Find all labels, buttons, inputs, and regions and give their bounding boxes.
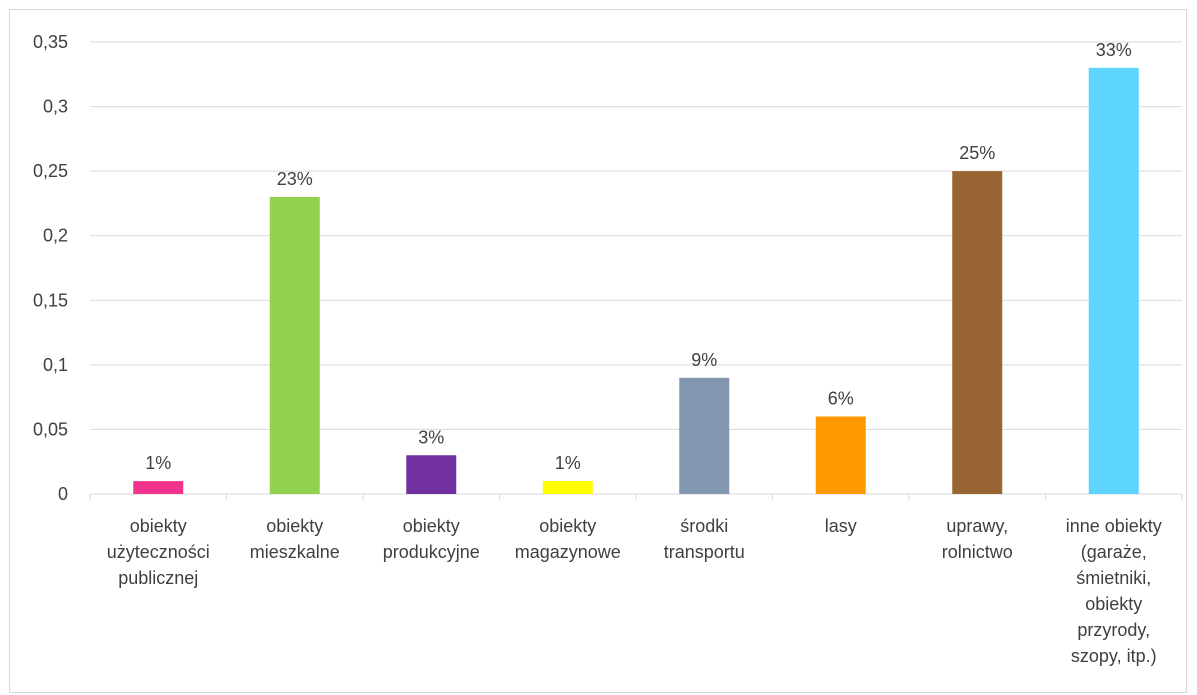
y-tick-label: 0,25 — [33, 161, 68, 181]
data-labels: 1% 23% 3% 1% 9% 6% 25% 33% — [145, 40, 1132, 473]
axes — [89, 493, 1183, 500]
category-label: obiekty magazynowe — [515, 516, 621, 562]
bar — [542, 481, 593, 494]
y-tick-label: 0,1 — [43, 355, 68, 375]
category-label: inne obiekty (garaże, śmietniki, obiekty prz… — [1066, 516, 1162, 666]
data-label: 1% — [145, 453, 171, 473]
category-label: uprawy, rolnictwo — [942, 516, 1013, 562]
category-label: obiekty produkcyjne — [383, 516, 480, 562]
bar — [269, 196, 320, 494]
category-labels: obiekty użyteczności publicznej obiekty mies… — [107, 516, 1162, 666]
bar — [952, 171, 1003, 494]
bar — [815, 416, 866, 494]
bar — [1088, 67, 1139, 494]
category-label: środki transportu — [664, 516, 745, 562]
y-tick-label: 0 — [58, 484, 68, 504]
data-label: 33% — [1096, 40, 1132, 60]
y-tick-label: 0,15 — [33, 290, 68, 310]
data-label: 1% — [555, 453, 581, 473]
y-tick-labels: 0 0,05 0,1 0,15 0,2 0,25 0,3 0,35 — [33, 32, 68, 504]
data-label: 25% — [959, 143, 995, 163]
bar — [133, 481, 184, 494]
data-label: 3% — [418, 427, 444, 447]
gridlines — [90, 41, 1182, 430]
category-label: obiekty mieszkalne — [250, 516, 340, 562]
data-label: 9% — [691, 350, 717, 370]
y-tick-label: 0,2 — [43, 226, 68, 246]
y-tick-label: 0,05 — [33, 419, 68, 439]
y-tick-label: 0,3 — [43, 97, 68, 117]
bar — [406, 455, 457, 494]
data-label: 23% — [277, 169, 313, 189]
category-label: obiekty użyteczności publicznej — [107, 516, 210, 588]
y-tick-label: 0,35 — [33, 32, 68, 52]
bar — [679, 377, 730, 494]
category-label: lasy — [825, 516, 857, 536]
bars — [133, 67, 1139, 494]
data-label: 6% — [828, 389, 854, 409]
